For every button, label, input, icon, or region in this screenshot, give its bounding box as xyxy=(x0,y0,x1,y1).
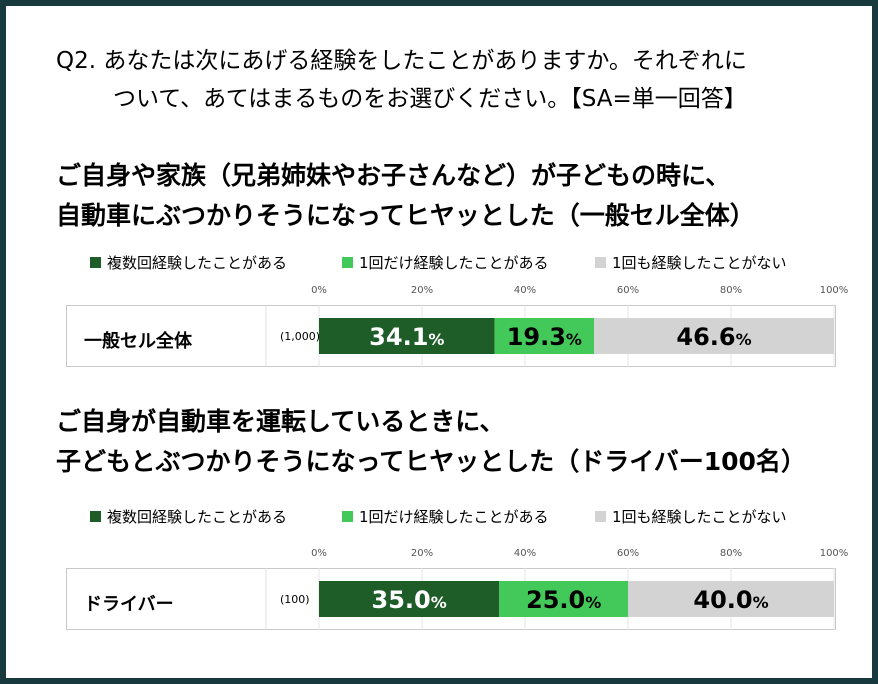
chart-panel-border xyxy=(66,305,836,367)
bar-segment xyxy=(319,318,495,354)
chart-2-sample-size: (100) xyxy=(280,593,310,606)
legend-item-once: 1回だけ経験したことがある xyxy=(342,252,549,273)
bar-segment xyxy=(628,581,834,617)
bar-value-unit: % xyxy=(431,593,447,612)
legend-label: 1回だけ経験したことがある xyxy=(359,254,549,272)
bar-segment xyxy=(594,318,834,354)
legend-swatch xyxy=(90,511,101,522)
question-text: Q2. あなたは次にあげる経験をしたことがありますか。それぞれに ついて、あては… xyxy=(56,42,747,118)
chart-1-sample-size: (1,000) xyxy=(280,330,321,343)
bar-value-unit: % xyxy=(428,330,444,349)
legend-swatch xyxy=(595,511,606,522)
legend-label: 1回だけ経験したことがある xyxy=(359,508,549,526)
question-line-1: Q2. あなたは次にあげる経験をしたことがありますか。それぞれに xyxy=(56,48,747,74)
legend-item-never: 1回も経験したことがない xyxy=(595,506,787,527)
chart-2-row-label: ドライバー xyxy=(84,594,174,615)
bar-value-number: 35.0 xyxy=(372,586,431,614)
chart-1-x-axis-ticks: 0% 20% 40% 60% 80% 100% xyxy=(6,285,878,299)
bar-segment xyxy=(499,581,628,617)
chart-2-x-axis-ticks: 0% 20% 40% 60% 80% 100% xyxy=(6,548,878,562)
chart-1-row-label: 一般セル全体 xyxy=(84,331,192,352)
legend-swatch xyxy=(342,511,353,522)
bar-value-unit: % xyxy=(753,593,769,612)
chart-panel-border xyxy=(66,568,836,630)
bar-value-label: 35.0% xyxy=(372,586,447,614)
bar-segment xyxy=(319,581,500,617)
question-line-2: ついて、あてはまるものをお選びください。【SA=単一回答】 xyxy=(113,86,747,112)
chart-1-title-line-2: 自動車にぶつかりそうになってヒヤッとした（一般セル全体） xyxy=(56,201,755,230)
x-tick-label: 0% xyxy=(311,548,327,559)
bar-value-label: 46.6% xyxy=(676,323,751,351)
x-tick-label: 80% xyxy=(719,285,743,296)
legend-label: 複数回経験したことがある xyxy=(107,508,288,526)
chart-1-panel: 34.1% 19.3% 46.6% 一般セル全体 (1,000) xyxy=(66,305,836,367)
x-tick-label: 20% xyxy=(410,285,434,296)
chart-1-svg: 34.1% 19.3% 46.6% xyxy=(66,305,836,367)
legend-label: 1回も経験したことがない xyxy=(612,508,787,526)
x-tick-label: 100% xyxy=(819,285,849,296)
bar-value-unit: % xyxy=(585,593,601,612)
bar-value-label: 25.0% xyxy=(526,586,601,614)
bar-value-unit: % xyxy=(566,330,582,349)
bar-value-number: 19.3 xyxy=(507,323,566,351)
legend-item-never: 1回も経験したことがない xyxy=(595,252,787,273)
chart-2-title-line-1: ご自身が自動車を運転しているときに、 xyxy=(56,407,505,436)
chart-2-svg: 35.0% 25.0% 40.0% xyxy=(66,568,836,630)
legend-label: 1回も経験したことがない xyxy=(612,254,787,272)
legend-swatch xyxy=(90,257,101,268)
bar-segment xyxy=(494,318,595,354)
bar-value-number: 40.0 xyxy=(693,586,752,614)
legend-swatch xyxy=(595,257,606,268)
bar-value-label: 19.3% xyxy=(507,323,582,351)
x-tick-label: 60% xyxy=(616,285,640,296)
legend-label: 複数回経験したことがある xyxy=(107,254,288,272)
legend-item-once: 1回だけ経験したことがある xyxy=(342,506,549,527)
x-tick-label: 40% xyxy=(513,548,537,559)
bar-value-number: 34.1 xyxy=(369,323,428,351)
bar-value-unit: % xyxy=(736,330,752,349)
bar-value-number: 25.0 xyxy=(526,586,585,614)
legend-swatch xyxy=(342,257,353,268)
bar-value-label: 40.0% xyxy=(693,586,768,614)
chart-2-title: ご自身が自動車を運転しているときに、 子どもとぶつかりそうになってヒヤッとした（… xyxy=(56,402,806,482)
x-tick-label: 60% xyxy=(616,548,640,559)
bar-value-number: 46.6 xyxy=(676,323,735,351)
chart-1-title-line-1: ご自身や家族（兄弟姉妹やお子さんなど）が子どもの時に、 xyxy=(56,161,731,190)
legend-item-multiple: 複数回経験したことがある xyxy=(90,252,287,273)
x-tick-label: 100% xyxy=(819,548,849,559)
bar-value-label: 34.1% xyxy=(369,323,444,351)
x-tick-label: 80% xyxy=(719,548,743,559)
x-tick-label: 0% xyxy=(311,285,327,296)
x-tick-label: 20% xyxy=(410,548,434,559)
chart-1-title: ご自身や家族（兄弟姉妹やお子さんなど）が子どもの時に、 自動車にぶつかりそうにな… xyxy=(56,156,755,236)
x-tick-label: 40% xyxy=(513,285,537,296)
chart-2-title-line-2: 子どもとぶつかりそうになってヒヤッとした（ドライバー100名） xyxy=(56,447,806,476)
chart-2-panel: 35.0% 25.0% 40.0% ドライバー (100) xyxy=(66,568,836,630)
legend-item-multiple: 複数回経験したことがある xyxy=(90,506,287,527)
